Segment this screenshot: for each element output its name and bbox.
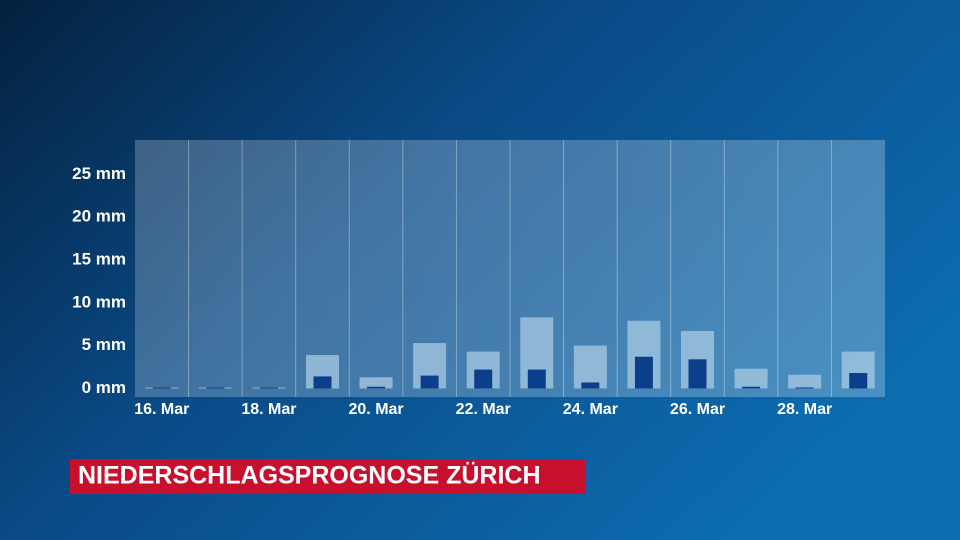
- median-bar: [420, 375, 439, 389]
- y-tick-label: 25 mm: [72, 164, 126, 183]
- range-bar: [573, 345, 607, 389]
- median-bar: [206, 387, 225, 389]
- range-bar: [734, 368, 768, 389]
- y-tick-label: 0 mm: [82, 378, 126, 397]
- x-tick-label: 26. Mar: [670, 401, 725, 418]
- range-bar: [359, 377, 393, 389]
- median-bar: [313, 376, 332, 389]
- median-bar: [367, 386, 386, 389]
- x-tick-label: 18. Mar: [241, 401, 296, 418]
- x-tick-label: 28. Mar: [777, 401, 832, 418]
- y-tick-label: 15 mm: [72, 249, 126, 268]
- median-bar: [795, 387, 814, 389]
- x-tick-label: 24. Mar: [563, 401, 618, 418]
- x-tick-label: 20. Mar: [349, 401, 404, 418]
- median-bar: [474, 369, 493, 389]
- plot-area: [135, 140, 885, 397]
- y-tick-label: 20 mm: [72, 207, 126, 226]
- median-bar: [527, 369, 546, 389]
- median-bar: [742, 386, 761, 389]
- x-tick-label: 16. Mar: [134, 401, 189, 418]
- median-bar: [688, 359, 707, 389]
- y-tick-label: 10 mm: [72, 292, 126, 311]
- median-bar: [849, 373, 868, 389]
- median-bar: [634, 356, 653, 389]
- title-box: [70, 459, 585, 494]
- median-bar: [581, 382, 600, 389]
- chart-title: NIEDERSCHLAGSPROGNOSE ZÜRICH: [78, 461, 541, 490]
- y-tick-label: 5 mm: [82, 335, 126, 354]
- x-tick-label: 22. Mar: [456, 401, 511, 418]
- range-bar: [788, 374, 822, 389]
- median-bar: [259, 387, 278, 389]
- median-bar: [152, 387, 171, 389]
